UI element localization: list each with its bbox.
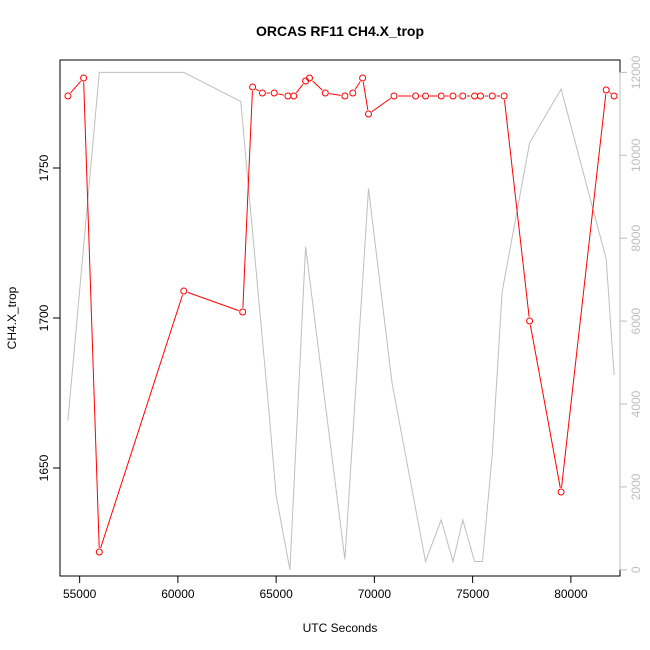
y2-tick-label: 10000 (629, 138, 643, 172)
y2-tick-label: 4000 (629, 390, 643, 417)
y-tick-label: 1750 (37, 154, 51, 181)
y2-tick-label: 6000 (629, 307, 643, 334)
primary-series-point (270, 89, 278, 97)
x-tick-label: 80000 (554, 587, 588, 601)
chart-title: ORCAS RF11 CH4.X_trop (256, 23, 424, 39)
primary-series-point (602, 86, 610, 94)
primary-series-point (95, 548, 103, 556)
primary-series-segment (278, 93, 284, 96)
secondary-series-line (67, 71, 615, 570)
x-tick-label: 75000 (456, 587, 490, 601)
primary-series-point (412, 92, 420, 100)
primary-series-point (526, 317, 534, 325)
primary-series-point (557, 488, 565, 496)
primary-series-point (449, 92, 457, 100)
primary-series-segment (609, 92, 612, 94)
primary-series-point (500, 92, 508, 100)
plot-frame (59, 59, 621, 577)
primary-series-segment (371, 97, 391, 113)
primary-series-point (64, 92, 72, 100)
primary-series-point (249, 83, 257, 91)
primary-series-point (359, 74, 367, 82)
y2-tick-label: 2000 (629, 473, 643, 500)
primary-series-point (477, 92, 484, 100)
y-tick-label: 1650 (37, 454, 51, 481)
primary-series-segment (329, 93, 341, 96)
primary-series-point (341, 92, 349, 100)
primary-series-point (239, 308, 247, 316)
y-axis: 1650 1700 1750 (37, 154, 61, 481)
primary-series-point (459, 92, 467, 100)
primary-series-point (80, 74, 88, 82)
x-tick-label: 70000 (358, 587, 392, 601)
primary-series-segment (296, 83, 304, 94)
primary-series-segment (70, 80, 82, 94)
primary-series-segment (561, 94, 607, 488)
y2-tick-label: 8000 (629, 225, 643, 252)
primary-series-layer (64, 74, 618, 556)
primary-series-segment (504, 100, 530, 317)
primary-series-point (365, 110, 372, 118)
y2-tick-label: 0 (629, 566, 643, 573)
x-tick-label: 65000 (259, 587, 293, 601)
primary-series-point (306, 74, 313, 82)
primary-series-segment (83, 82, 100, 548)
primary-series-point (321, 89, 329, 97)
x-tick-label: 55000 (63, 587, 97, 601)
primary-series-point (390, 92, 398, 100)
y2-axis: 0 2000 4000 6000 8000 10000 12000 (619, 55, 643, 573)
primary-series-segment (187, 291, 239, 312)
primary-series-point (471, 92, 479, 100)
x-axis: 55000 60000 65000 70000 75000 80000 (63, 575, 588, 601)
primary-series-point (349, 89, 357, 97)
primary-series-point (290, 92, 298, 100)
primary-series-point (284, 92, 292, 100)
primary-series-point (488, 92, 496, 100)
primary-series-point (422, 92, 429, 100)
primary-series-point (437, 92, 445, 100)
primary-series-segment (242, 91, 253, 308)
primary-series-segment (255, 88, 260, 92)
primary-series-segment (529, 325, 561, 488)
primary-series-segment (100, 294, 183, 549)
y2-tick-label: 12000 (629, 55, 643, 89)
primary-series-point (258, 89, 266, 97)
y-axis-label: CH4.X_trop (5, 286, 19, 349)
primary-series-segment (312, 80, 323, 91)
x-tick-label: 60000 (161, 587, 195, 601)
x-axis-label: UTC Seconds (303, 621, 378, 635)
secondary-series-layer (67, 71, 615, 570)
primary-series-point (180, 287, 188, 295)
primary-series-segment (362, 82, 369, 110)
y-tick-label: 1700 (37, 304, 51, 331)
primary-series-point (610, 92, 618, 100)
primary-series-segment (354, 81, 361, 90)
